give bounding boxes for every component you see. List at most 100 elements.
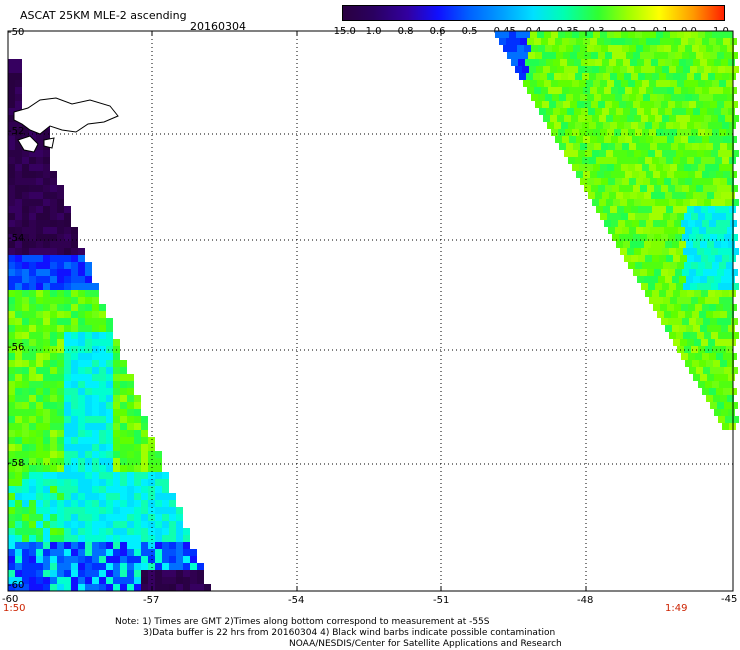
swath-cell <box>672 241 679 248</box>
swath-cell <box>22 584 29 591</box>
swath-cell <box>590 87 597 94</box>
swath-cell <box>720 143 727 150</box>
swath-cell <box>113 360 120 367</box>
swath-cell <box>719 297 726 304</box>
swath-cell <box>36 402 43 409</box>
swath-cell <box>176 577 183 584</box>
swath-cell <box>183 535 190 542</box>
swath-cell <box>85 486 92 493</box>
swath-cell <box>50 353 57 360</box>
swath-cell <box>724 101 731 108</box>
swath-cell <box>190 563 197 570</box>
swath-cell <box>99 360 106 367</box>
swath-cell <box>50 584 57 591</box>
swath-cell <box>557 66 564 73</box>
swath-cell <box>15 234 22 241</box>
swath-cell <box>680 206 687 213</box>
swath-cell <box>99 367 106 374</box>
swath-cell <box>141 430 148 437</box>
swath-cell <box>621 80 628 87</box>
swath-cell <box>709 171 716 178</box>
swath-cell <box>692 178 699 185</box>
swath-cell <box>29 381 36 388</box>
swath-cell <box>716 388 723 395</box>
swath-cell <box>8 171 15 178</box>
swath-cell <box>15 241 22 248</box>
swath-cell <box>644 108 651 115</box>
swath-cell <box>673 255 680 262</box>
swath-cell <box>43 360 50 367</box>
swath-cell <box>106 528 113 535</box>
swath-cell <box>677 31 684 38</box>
swath-cell <box>723 353 730 360</box>
swath-cell <box>106 451 113 458</box>
swath-cell <box>620 115 627 122</box>
swath-cell <box>578 150 585 157</box>
swath-cell <box>106 409 113 416</box>
swath-cell <box>29 535 36 542</box>
swath-cell <box>36 248 43 255</box>
swath-cell <box>92 486 99 493</box>
swath-cell <box>710 185 717 192</box>
swath-cell <box>714 409 721 416</box>
swath-cell <box>15 339 22 346</box>
swath-cell <box>85 262 92 269</box>
swath-cell <box>22 514 29 521</box>
swath-cell <box>155 521 162 528</box>
swath-cell <box>57 535 64 542</box>
swath-cell <box>43 416 50 423</box>
swath-cell <box>627 248 634 255</box>
swath-cell <box>8 500 15 507</box>
swath-cell <box>713 178 720 185</box>
swath-cell <box>57 430 64 437</box>
swath-cell <box>71 276 78 283</box>
swath-cell <box>8 150 15 157</box>
lon-label-45: -45 <box>721 594 738 605</box>
swath-cell <box>22 549 29 556</box>
swath-cell <box>686 59 693 66</box>
swath-cell <box>712 164 719 171</box>
swath-cell <box>127 493 134 500</box>
swath-cell <box>618 38 625 45</box>
swath-cell <box>43 521 50 528</box>
swath-cell <box>134 472 141 479</box>
swath-cell <box>652 255 659 262</box>
swath-cell <box>575 122 582 129</box>
swath-cell <box>704 199 711 206</box>
swath-cell <box>678 227 685 234</box>
swath-cell <box>676 199 683 206</box>
swath-cell <box>706 227 713 234</box>
swath-cell <box>664 227 671 234</box>
swath-cell <box>631 157 638 164</box>
swath-cell <box>120 402 127 409</box>
swath-cell <box>92 493 99 500</box>
swath-cell <box>92 430 99 437</box>
swath-cell <box>141 535 148 542</box>
swath-cell <box>598 52 605 59</box>
swath-cell <box>8 304 15 311</box>
swath-cell <box>636 94 643 101</box>
swath-cell <box>604 38 611 45</box>
swath-cell <box>71 297 78 304</box>
swath-cell <box>36 465 43 472</box>
swath-cell <box>643 94 650 101</box>
swath-cell <box>705 381 712 388</box>
swath-cell <box>654 234 661 241</box>
swath-cell <box>8 332 15 339</box>
swath-cell <box>705 262 712 269</box>
swath-cell <box>15 227 22 234</box>
swath-cell <box>604 220 611 227</box>
swath-cell <box>629 143 636 150</box>
swath-cell <box>719 381 726 388</box>
swath-cell <box>650 45 657 52</box>
lon-label-48: -48 <box>577 595 594 606</box>
swath-cell <box>43 157 50 164</box>
swath-cell <box>71 395 78 402</box>
swath-cell <box>568 73 575 80</box>
swath-cell <box>705 129 712 136</box>
swath-cell <box>706 311 713 318</box>
swath-cell <box>169 493 176 500</box>
swath-cell <box>8 220 15 227</box>
swath-cell <box>36 381 43 388</box>
swath-cell <box>106 395 113 402</box>
